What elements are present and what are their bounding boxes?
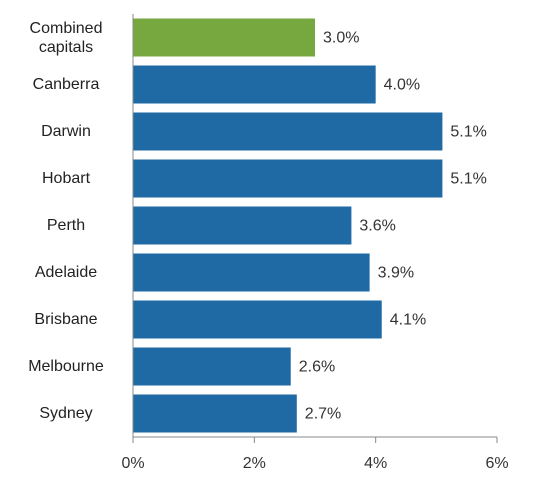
y-tick-label: Melbourne — [28, 358, 104, 375]
bar — [133, 65, 376, 104]
value-label: 2.7% — [305, 406, 341, 423]
value-label: 5.1% — [450, 171, 486, 188]
bar — [133, 347, 291, 386]
bar — [133, 112, 443, 151]
y-tick-label: Canberra — [32, 76, 100, 93]
x-tick-label: 2% — [243, 455, 266, 472]
bar — [133, 394, 297, 433]
bar — [133, 206, 352, 245]
bar — [133, 18, 315, 57]
y-tick-label: Hobart — [41, 170, 91, 187]
bar — [133, 159, 443, 198]
value-label: 3.9% — [378, 265, 414, 282]
y-tick-label: Brisbane — [34, 311, 98, 328]
y-tick-label: Combined capitals — [29, 19, 103, 56]
value-label: 4.1% — [390, 312, 426, 329]
y-tick-label: Perth — [46, 217, 86, 234]
y-tick-label: Adelaide — [34, 264, 98, 281]
value-label: 4.0% — [384, 77, 420, 94]
x-tick-label: 4% — [364, 455, 387, 472]
value-label: 5.1% — [450, 124, 486, 141]
x-tick-label: 0% — [121, 455, 144, 472]
bar — [133, 300, 382, 339]
value-label: 2.6% — [299, 359, 335, 376]
y-tick-label: Sydney — [39, 405, 93, 422]
y-tick-label: Darwin — [41, 123, 91, 140]
x-tick-label: 6% — [485, 455, 508, 472]
bar — [133, 253, 370, 292]
value-label: 3.0% — [323, 30, 359, 47]
value-label: 3.6% — [359, 218, 395, 235]
